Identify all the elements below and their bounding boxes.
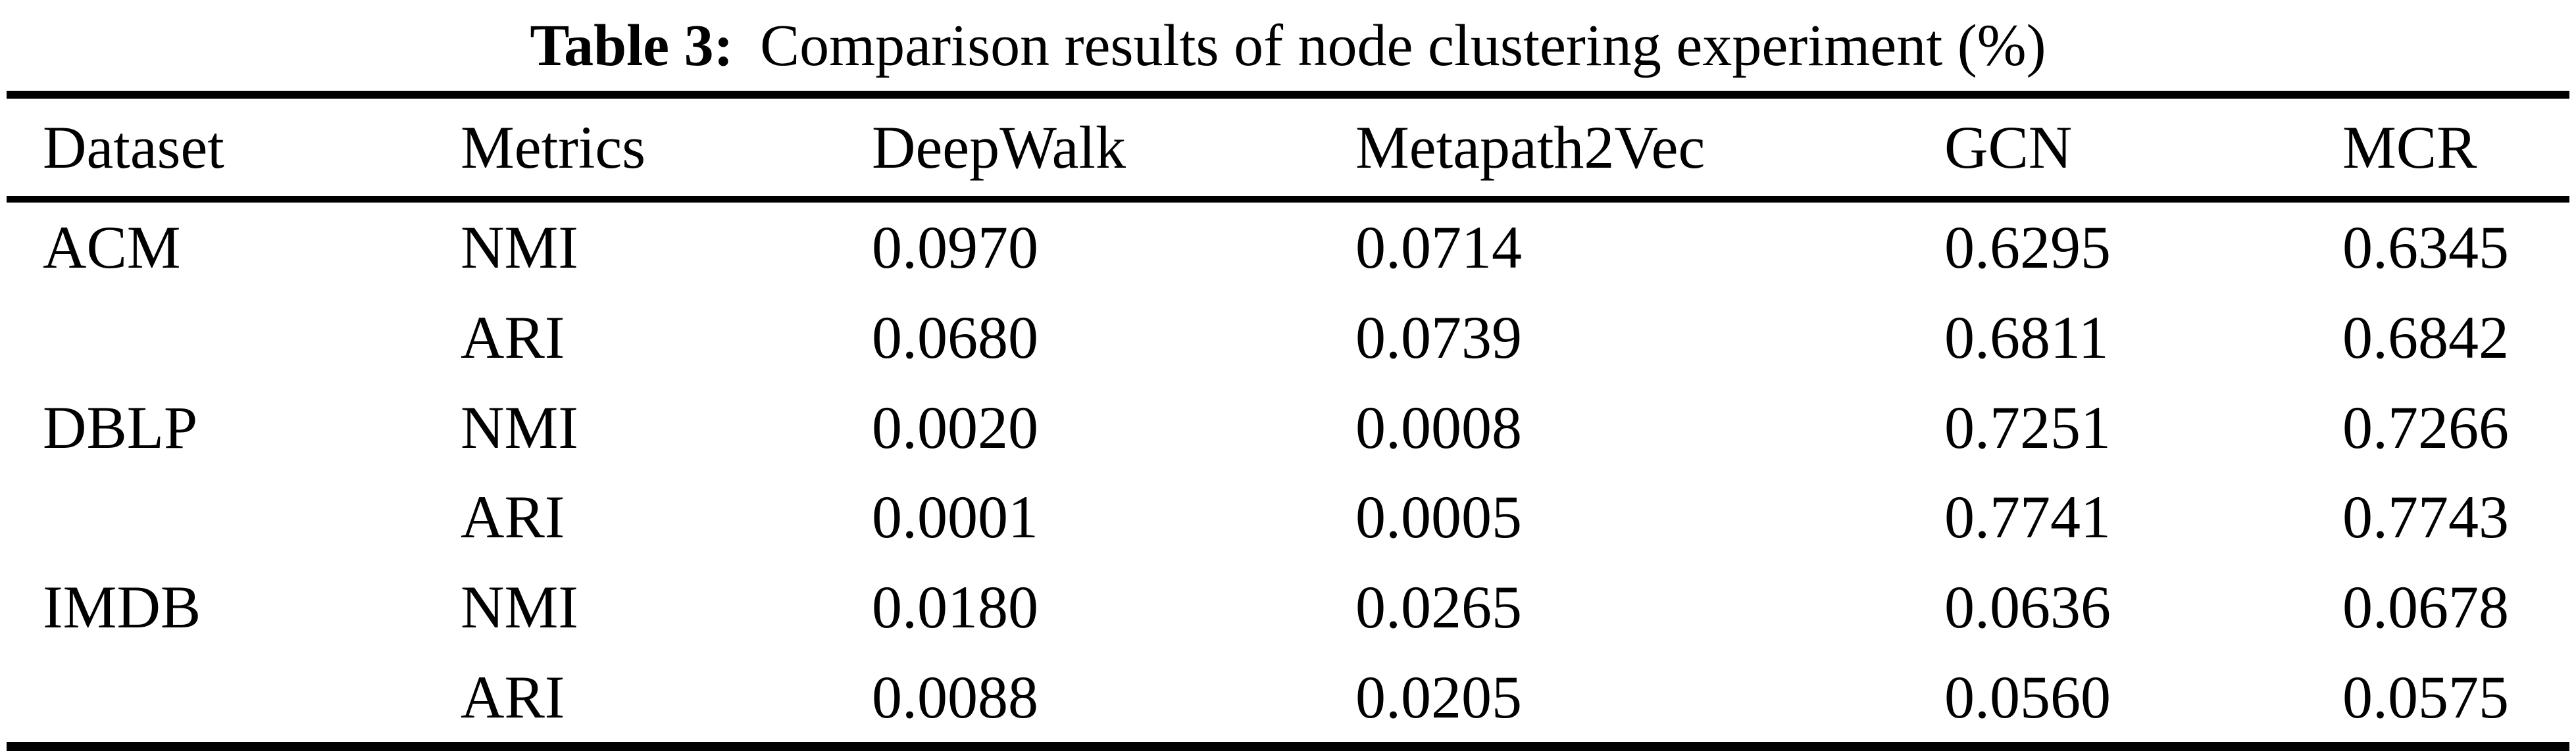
value-cell: 0.0020 xyxy=(872,393,1038,461)
value-cell: 0.7266 xyxy=(2342,393,2509,461)
value-cell: 0.0205 xyxy=(1355,663,1522,731)
column-header-gcn: GCN xyxy=(1944,114,2073,181)
value-cell: 0.7251 xyxy=(1944,393,2111,461)
column-header-metapath2vec: Metapath2Vec xyxy=(1355,114,1705,181)
value-cell: 0.6811 xyxy=(1944,304,2109,371)
value-cell: 0.6295 xyxy=(1944,214,2111,281)
value-cell: 0.0180 xyxy=(872,573,1038,641)
metric-cell: ARI xyxy=(461,483,565,551)
value-cell: 0.0265 xyxy=(1355,573,1522,641)
metric-cell: NMI xyxy=(461,393,578,461)
value-cell: 0.0678 xyxy=(2342,573,2509,641)
metric-cell: ARI xyxy=(461,663,565,731)
table-bottom-rule xyxy=(7,742,2569,751)
value-cell: 0.7741 xyxy=(1944,483,2111,551)
value-cell: 0.0680 xyxy=(872,304,1038,371)
table-header-row: Dataset Metrics DeepWalk Metapath2Vec GC… xyxy=(0,99,2576,196)
value-cell: 0.0714 xyxy=(1355,214,1522,281)
table-top-rule xyxy=(7,91,2569,99)
value-cell: 0.6345 xyxy=(2342,214,2509,281)
table-row: IMDB NMI 0.0180 0.0265 0.0636 0.0678 xyxy=(0,562,2576,652)
metric-cell: NMI xyxy=(461,573,578,641)
metric-cell: ARI xyxy=(461,304,565,371)
column-header-mcr: MCR xyxy=(2342,114,2477,181)
table-row: ARI 0.0001 0.0005 0.7741 0.7743 xyxy=(0,472,2576,562)
value-cell: 0.0575 xyxy=(2342,663,2509,731)
dataset-cell: IMDB xyxy=(43,573,201,641)
value-cell: 0.0001 xyxy=(872,483,1038,551)
table-caption: Table 3: Comparison results of node clus… xyxy=(0,0,2576,91)
table-row: ARI 0.0680 0.0739 0.6811 0.6842 xyxy=(0,293,2576,383)
value-cell: 0.0008 xyxy=(1355,393,1522,461)
metric-cell: NMI xyxy=(461,214,578,281)
table-header-separator-rule xyxy=(7,196,2569,203)
value-cell: 0.6842 xyxy=(2342,304,2509,371)
value-cell: 0.0560 xyxy=(1944,663,2111,731)
column-header-metrics: Metrics xyxy=(461,114,646,181)
value-cell: 0.0636 xyxy=(1944,573,2111,641)
value-cell: 0.0739 xyxy=(1355,304,1522,371)
table-row: ARI 0.0088 0.0205 0.0560 0.0575 xyxy=(0,652,2576,742)
table-caption-label: Table 3: xyxy=(530,12,734,78)
table-body: ACM NMI 0.0970 0.0714 0.6295 0.6345 ARI … xyxy=(0,203,2576,742)
table-row: DBLP NMI 0.0020 0.0008 0.7251 0.7266 xyxy=(0,382,2576,472)
dataset-cell: ACM xyxy=(43,214,181,281)
dataset-cell: DBLP xyxy=(43,393,198,461)
table-caption-text: Comparison results of node clustering ex… xyxy=(760,12,2046,78)
column-header-deepwalk: DeepWalk xyxy=(872,114,1126,181)
table-row: ACM NMI 0.0970 0.0714 0.6295 0.6345 xyxy=(0,203,2576,293)
value-cell: 0.0005 xyxy=(1355,483,1522,551)
value-cell: 0.0970 xyxy=(872,214,1038,281)
column-header-dataset: Dataset xyxy=(43,114,224,181)
value-cell: 0.0088 xyxy=(872,663,1038,731)
value-cell: 0.7743 xyxy=(2342,483,2509,551)
